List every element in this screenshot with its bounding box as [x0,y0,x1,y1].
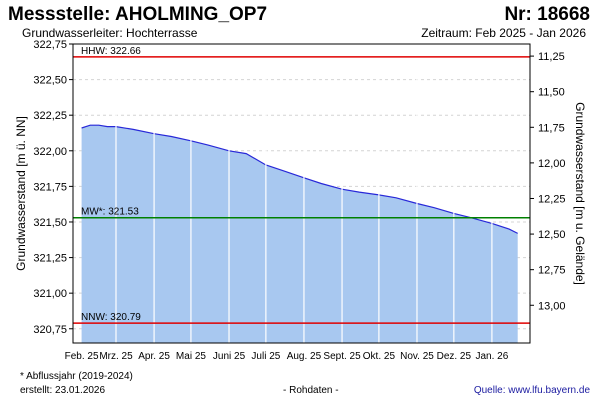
y2-tick-label: 11,25 [538,51,565,63]
y-tick-label: 322,00 [33,146,67,158]
groundwater-series-line [81,124,518,234]
y-tick-label: 320,75 [33,324,67,336]
station-number: Nr: 18668 [504,4,590,25]
x-tick-label: Dez. 25 [437,351,472,362]
y-tick-label: 321,75 [33,181,67,193]
x-tick-label: Jan. 26 [476,351,509,362]
y-tick-label: 322,25 [33,110,67,122]
footnote: * Abflussjahr (2019-2024) [20,371,133,382]
x-tick-label: Feb. 25 [65,351,99,362]
created-date: erstellt: 23.01.2026 [20,385,106,396]
y2-tick-label: 12,00 [538,158,566,170]
y2-tick-label: 11,75 [538,122,565,134]
page-title: Messstelle: AHOLMING_OP7 [8,4,268,25]
nnw-label: NNW: 320.79 [81,312,141,323]
x-tick-label: Nov. 25 [400,351,434,362]
source-link[interactable]: Quelle: www.lfu.bayern.de [473,385,590,396]
y2-tick-label: 13,00 [538,300,566,312]
y-tick-label: 322,75 [33,39,67,51]
y2-tick-label: 12,50 [538,229,566,241]
y-tick-label: 321,50 [33,217,67,229]
raw-data-note: - Rohdaten - [283,385,339,396]
y-tick-label: 321,25 [33,253,67,265]
hhw-label: HHW: 322.66 [81,46,141,57]
x-tick-label: Aug. 25 [287,351,322,362]
groundwater-area [81,125,518,343]
x-tick-label: Juni 25 [213,351,246,362]
y2-tick-label: 12,75 [538,265,566,277]
period-label: Zeitraum: Feb 2025 - Jan 2026 [421,26,586,40]
y-tick-label: 321,00 [33,288,67,300]
x-tick-label: Okt. 25 [363,351,396,362]
y-tick-label: 322,50 [33,75,67,87]
x-tick-label: Juli 25 [251,351,280,362]
y-axis-label: Grundwasserstand [m ü. NN] [14,116,28,271]
aquifer-label: Grundwasserleiter: Hochterrasse [22,26,198,40]
y2-tick-label: 11,50 [538,87,565,99]
x-tick-label: Apr. 25 [138,351,170,362]
y2-tick-label: 12,25 [538,193,566,205]
mw-label: MW*: 321.53 [81,207,139,218]
x-tick-label: Sept. 25 [323,351,361,362]
x-tick-label: Mai 25 [176,351,206,362]
plot-frame [72,43,531,344]
x-tick-label: Mrz. 25 [99,351,133,362]
y2-axis-label: Grundwasserstand [m u. Gelände] [573,102,587,285]
